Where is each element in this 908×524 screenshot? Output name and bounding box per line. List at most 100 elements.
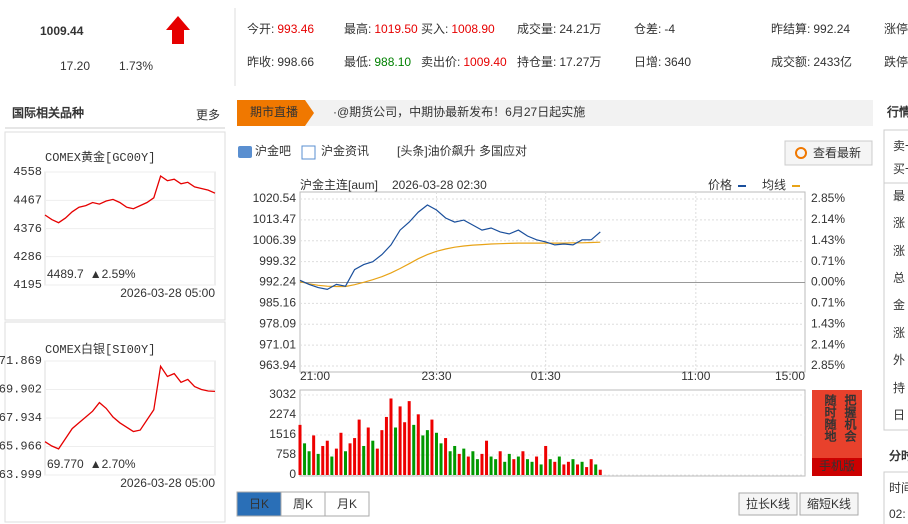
stat: 昨结算: 992.24 [771,21,850,36]
side-row: 卖一 [893,139,908,153]
volume-bar [430,419,434,475]
side-row: 金 [893,297,905,312]
side-row: 总 [893,271,905,285]
volume-bar [384,416,388,475]
mini-last-value: 4489.7 [47,267,84,281]
tab-label[interactable]: 周K [293,497,313,511]
mini-tick-label: 63.999 [0,468,42,482]
x-tick-label: 23:30 [421,369,451,383]
volume-bar [494,459,498,475]
stat-label: 成交额: [771,54,810,69]
zoom-button[interactable] [738,492,798,516]
y-tick-label: 971.01 [259,337,296,351]
volume-bar [539,464,543,475]
stat-label: 持仓量: [517,54,556,69]
y-tick-label: 1020.54 [253,191,297,205]
volume-bar [375,448,379,475]
news-bar [237,100,873,126]
promo-text[interactable]: 随时随地 [823,393,837,443]
stat-value: 2433亿 [813,54,852,69]
tab[interactable] [236,491,282,517]
chart-title: 沪金主连[aum] [300,177,378,192]
panel-title: 国际相关品种 [12,105,84,120]
side-row: 外 [893,353,905,367]
stat-label: 涨停 [884,21,908,36]
tab-label[interactable]: 月K [337,497,357,511]
change-pct: 1.73% [119,59,153,73]
tab[interactable] [324,491,370,517]
y-tick-label: 1516 [269,427,296,441]
promo-button-bg[interactable] [812,458,862,476]
silver-card [4,321,226,523]
volume-bar [439,443,443,475]
stat-label: 日增: [634,55,661,69]
volume-bar [507,453,511,475]
stat: 跌停 [884,54,908,69]
mini-tick-label: 4376 [13,222,42,236]
volume-bar [480,453,484,475]
volume-bar [516,456,520,475]
volume-bar [475,459,479,475]
volume-bar [380,430,384,475]
promo-banner[interactable] [812,390,862,458]
stat-value: 1008.90 [451,22,495,36]
y2-tick-label: 1.43% [811,317,845,331]
news-tab[interactable]: 期市直播 [250,104,298,119]
y2-tick-label: 0.71% [811,254,845,268]
side-time-label: 时间 [889,481,908,495]
gold-card [4,131,226,321]
volume-frame [299,389,806,477]
mini-tick-label: 67.934 [0,411,42,425]
zoom-label[interactable]: 缩短K线 [807,496,851,511]
stat: 最高: 1019.50 [344,21,418,36]
y-tick-label: 758 [276,447,296,461]
side-section: 分时 [889,448,908,463]
mini-line [44,364,216,450]
y-tick-label: 978.09 [259,316,296,330]
y2-tick-label: 1.43% [811,233,845,247]
zoom-button[interactable] [799,492,859,516]
stat-label: 最低: [344,55,371,69]
stat: 持仓量: 17.27万 [517,54,601,69]
volume-bar [525,459,529,475]
promo-text[interactable]: 把握机会 [843,393,857,443]
y2-tick-label: 2.14% [811,212,845,226]
volume-bar [339,432,343,475]
refresh-label[interactable]: 查看最新 [813,145,861,160]
x-tick-label: 11:00 [681,369,710,383]
volume-bar [485,440,489,475]
link-bar[interactable]: 沪金吧 [255,143,291,158]
x-tick-label: 15:00 [775,369,805,383]
volume-bar [403,422,407,475]
volume-bar [421,435,425,475]
side-time: 02: [889,507,906,521]
y-tick-label: 0 [289,467,296,481]
volume-bar [598,469,602,475]
mini-tick-label: 4558 [13,165,42,179]
mini-title: COMEX白银[SI00Y] [45,341,155,357]
link-top[interactable]: [头条]油价飙升 多国应对 [397,143,527,158]
news-headline[interactable]: ·@期货公司，中期协最新发布！6月27日起实施 [333,104,585,119]
stat-value: 1009.40 [463,55,507,69]
change: 17.20 [60,59,90,73]
promo-button[interactable]: 手机版 [819,459,855,473]
volume-bar [307,451,311,475]
volume-bar [343,451,347,475]
volume-bar [412,424,416,475]
series-line [299,204,601,291]
x-tick-label: 01:30 [531,369,561,383]
mini-change: ▲2.59% [90,267,136,281]
stat-value: 1019.50 [374,22,418,36]
tab-label[interactable]: 日K [249,497,269,511]
more-link[interactable]: 更多 [196,108,220,122]
mini-title: COMEX黄金[GC00Y] [45,149,155,165]
volume-bar [353,438,357,475]
link-info[interactable]: 沪金资讯 [321,143,369,158]
volume-bar [589,459,593,475]
volume-bar [398,406,402,475]
volume-bar [498,451,502,475]
volume-bar [434,432,438,475]
refresh-button[interactable] [784,140,873,166]
zoom-label[interactable]: 拉长K线 [746,496,790,511]
